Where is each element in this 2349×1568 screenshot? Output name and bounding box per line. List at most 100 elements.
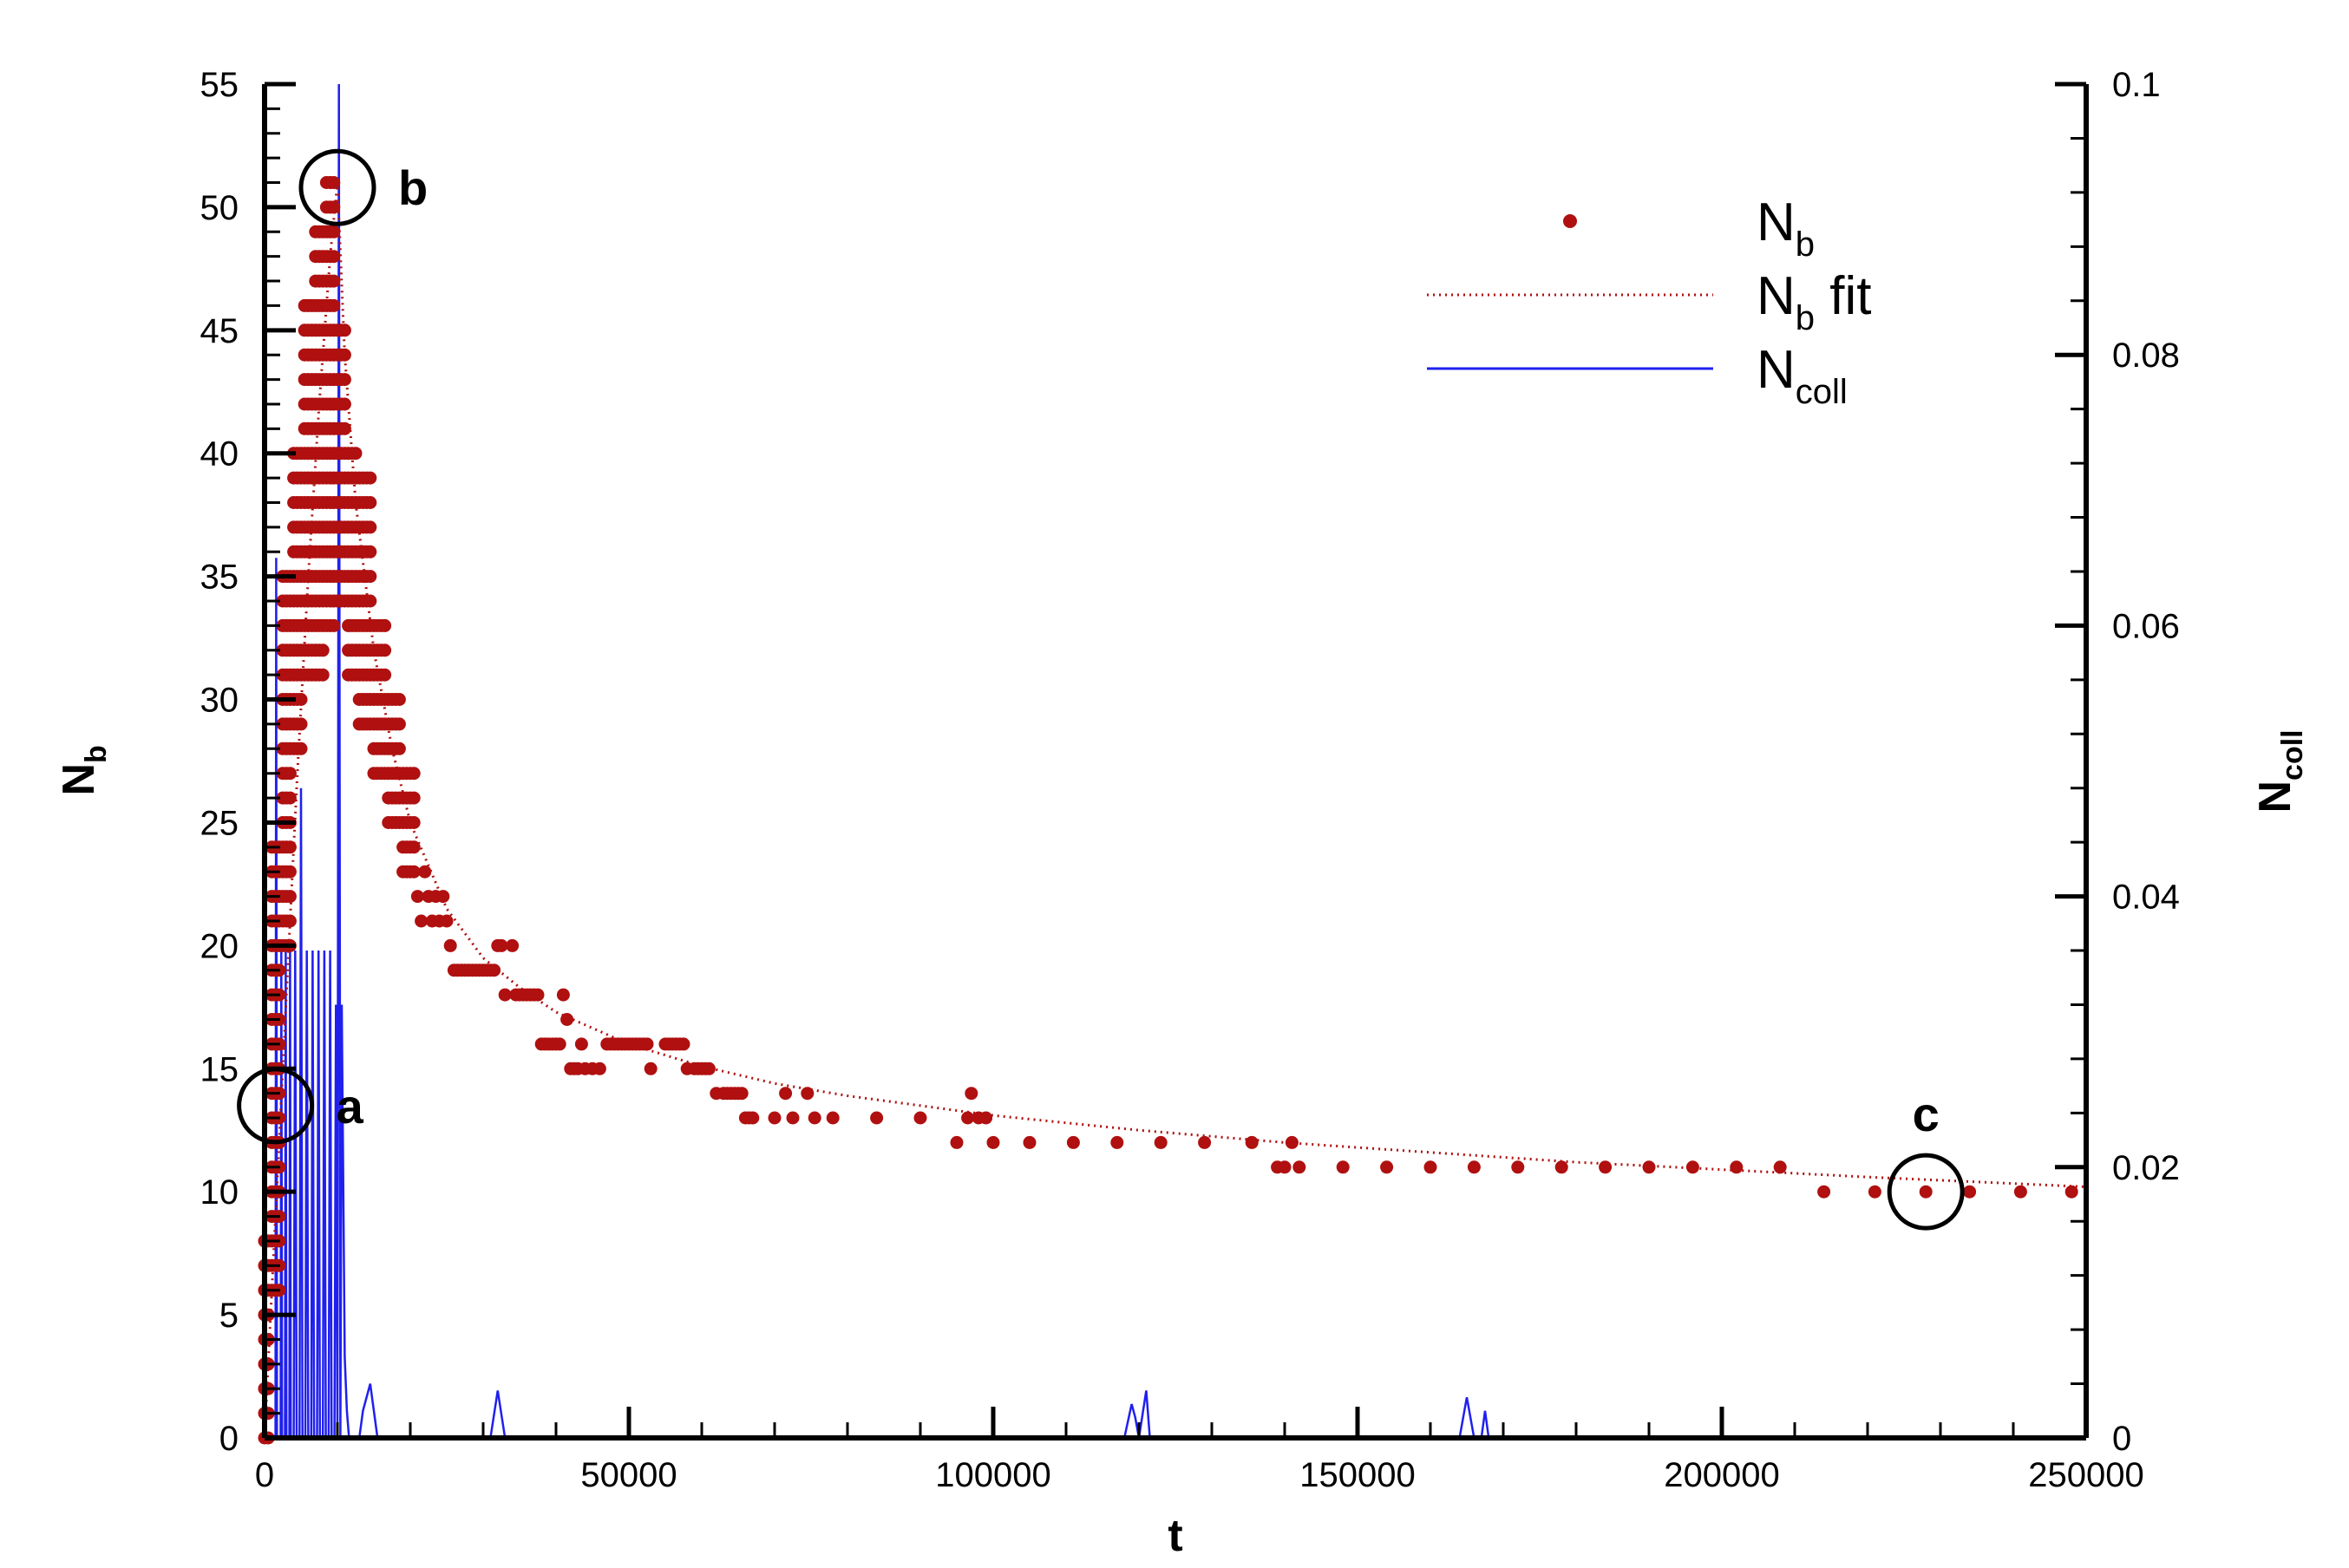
nb-point	[574, 1037, 588, 1051]
y2-tick-label: 0.06	[2112, 607, 2180, 645]
nb-point	[407, 865, 421, 879]
y-tick-label: 35	[200, 559, 239, 597]
nb-point	[786, 1111, 800, 1125]
nb-point	[316, 644, 330, 657]
nb-point	[443, 938, 457, 952]
nb-point	[746, 1111, 760, 1125]
nb-point	[1110, 1135, 1124, 1149]
nb-point	[1154, 1135, 1168, 1149]
nb-point	[779, 1087, 793, 1101]
nb-point	[553, 1037, 566, 1051]
nb-point	[337, 421, 351, 435]
x-tick-label: 0	[255, 1456, 274, 1494]
nb-point	[415, 914, 429, 928]
nb-point	[870, 1111, 884, 1125]
nb-point	[487, 964, 501, 977]
y-axis-title-main: N	[54, 763, 104, 796]
x-tick-label: 100000	[935, 1456, 1050, 1494]
y-tick-label: 5	[219, 1297, 239, 1335]
nb-point	[327, 225, 341, 238]
nb-point	[735, 1087, 749, 1101]
nb-point	[327, 250, 341, 264]
legend-label-suffix: fit	[1815, 266, 1871, 326]
y-tick-label: 50	[200, 189, 239, 227]
nb-point	[808, 1111, 821, 1125]
y2-tick-label: 0.04	[2112, 879, 2180, 917]
x-axis-title: t	[1168, 1511, 1182, 1561]
y-tick-label: 15	[200, 1050, 239, 1088]
nb-point	[407, 791, 421, 805]
y2-tick-label: 0.1	[2112, 66, 2161, 104]
nb-point	[418, 865, 432, 879]
nb-point	[1868, 1185, 1881, 1199]
nb-point	[979, 1111, 993, 1125]
nb-point	[283, 890, 297, 904]
nb-point	[986, 1135, 1000, 1149]
nb-point	[1198, 1135, 1212, 1149]
nb-point	[283, 840, 297, 854]
nb-point	[2064, 1185, 2078, 1199]
nb-point	[436, 890, 450, 904]
annotation-label-a: a	[337, 1079, 364, 1134]
nb-point	[592, 1062, 606, 1075]
x-tick-label: 250000	[2028, 1456, 2143, 1494]
nb-point	[363, 471, 377, 485]
nb-point	[640, 1037, 654, 1051]
nb-point	[531, 988, 545, 1002]
y-tick-label: 20	[200, 927, 239, 965]
nb-point	[378, 668, 392, 682]
nb-point	[506, 938, 520, 952]
nb-point	[1817, 1185, 1831, 1199]
legend-label-main: N	[1757, 340, 1796, 400]
nb-point	[337, 373, 351, 387]
nb-point	[1554, 1160, 1568, 1174]
nb-point	[283, 865, 297, 879]
nb-point	[1278, 1160, 1292, 1174]
nb-point	[1773, 1160, 1787, 1174]
nb-point	[337, 348, 351, 362]
annotations: a b c	[237, 148, 1965, 1231]
x-tick-label: 200000	[1664, 1456, 1779, 1494]
nb-point	[363, 570, 377, 584]
nb-point	[327, 200, 341, 214]
nb-point	[677, 1037, 690, 1051]
nb-point	[913, 1111, 927, 1125]
nb-point	[1023, 1135, 1037, 1149]
axes	[262, 84, 2089, 1441]
nb-point	[1919, 1185, 1933, 1199]
nb-point	[556, 988, 570, 1002]
nb-point	[961, 1111, 975, 1125]
ncoll-series	[265, 83, 2086, 1440]
nb-point	[283, 791, 297, 805]
nb-point	[363, 520, 377, 534]
y2-axis-title: Ncoll	[2250, 729, 2309, 813]
legend-label: Nb fit	[1757, 266, 1871, 337]
nb-point	[826, 1111, 840, 1125]
annotation-circle-c	[1887, 1153, 1965, 1231]
nb-point	[1963, 1185, 1977, 1199]
annotation-label-b: b	[398, 160, 428, 215]
y-tick-label: 45	[200, 312, 239, 350]
nb-point	[316, 668, 330, 682]
y2-tick-label: 0.08	[2112, 336, 2180, 375]
y-tick-label: 0	[219, 1420, 239, 1458]
legend-label: Nb	[1757, 193, 1815, 264]
nb-point	[327, 618, 341, 632]
y2-tick-label: 0	[2112, 1420, 2131, 1458]
nb-point	[768, 1111, 782, 1125]
x-tick-label: 50000	[580, 1456, 677, 1494]
y2-axis-title-sub: coll	[2276, 729, 2309, 781]
nb-point	[407, 816, 421, 829]
nb-point	[2013, 1185, 2027, 1199]
nb-point	[1599, 1160, 1613, 1174]
axis-ticks: 0 50000 100000 150000 200000 2500000510152025…	[200, 66, 2180, 1494]
annotation-label-c: c	[1913, 1087, 1940, 1141]
y-axis-title: Nb	[54, 745, 113, 795]
nb-point	[378, 618, 392, 632]
nb-point	[1285, 1135, 1299, 1149]
nb-point	[410, 890, 424, 904]
nb-point	[1642, 1160, 1656, 1174]
nb-point	[494, 938, 508, 952]
legend-label-sub: b	[1796, 225, 1815, 264]
